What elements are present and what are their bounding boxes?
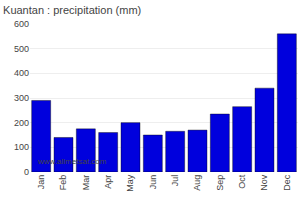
svg-text:200: 200	[14, 118, 29, 128]
svg-text:Oct: Oct	[237, 174, 247, 189]
svg-text:Kuantan : precipitation (mm): Kuantan : precipitation (mm)	[3, 4, 141, 16]
svg-text:Jan: Jan	[36, 175, 46, 190]
svg-text:May: May	[125, 174, 135, 192]
svg-text:Dec: Dec	[282, 174, 292, 191]
svg-text:Jul: Jul	[170, 175, 180, 187]
svg-text:0: 0	[24, 167, 29, 177]
svg-text:100: 100	[14, 142, 29, 152]
svg-text:Apr: Apr	[103, 175, 113, 189]
svg-text:Jun: Jun	[148, 175, 158, 190]
svg-text:Mar: Mar	[81, 175, 91, 191]
svg-text:Nov: Nov	[259, 174, 269, 191]
svg-text:600: 600	[14, 19, 29, 29]
svg-text:500: 500	[14, 44, 29, 54]
svg-text:300: 300	[14, 93, 29, 103]
svg-text:Sep: Sep	[215, 175, 225, 191]
svg-text:Aug: Aug	[192, 175, 202, 191]
svg-text:www.allmetsat.com: www.allmetsat.com	[37, 157, 107, 166]
svg-text:Feb: Feb	[58, 175, 68, 191]
svg-text:400: 400	[14, 68, 29, 78]
